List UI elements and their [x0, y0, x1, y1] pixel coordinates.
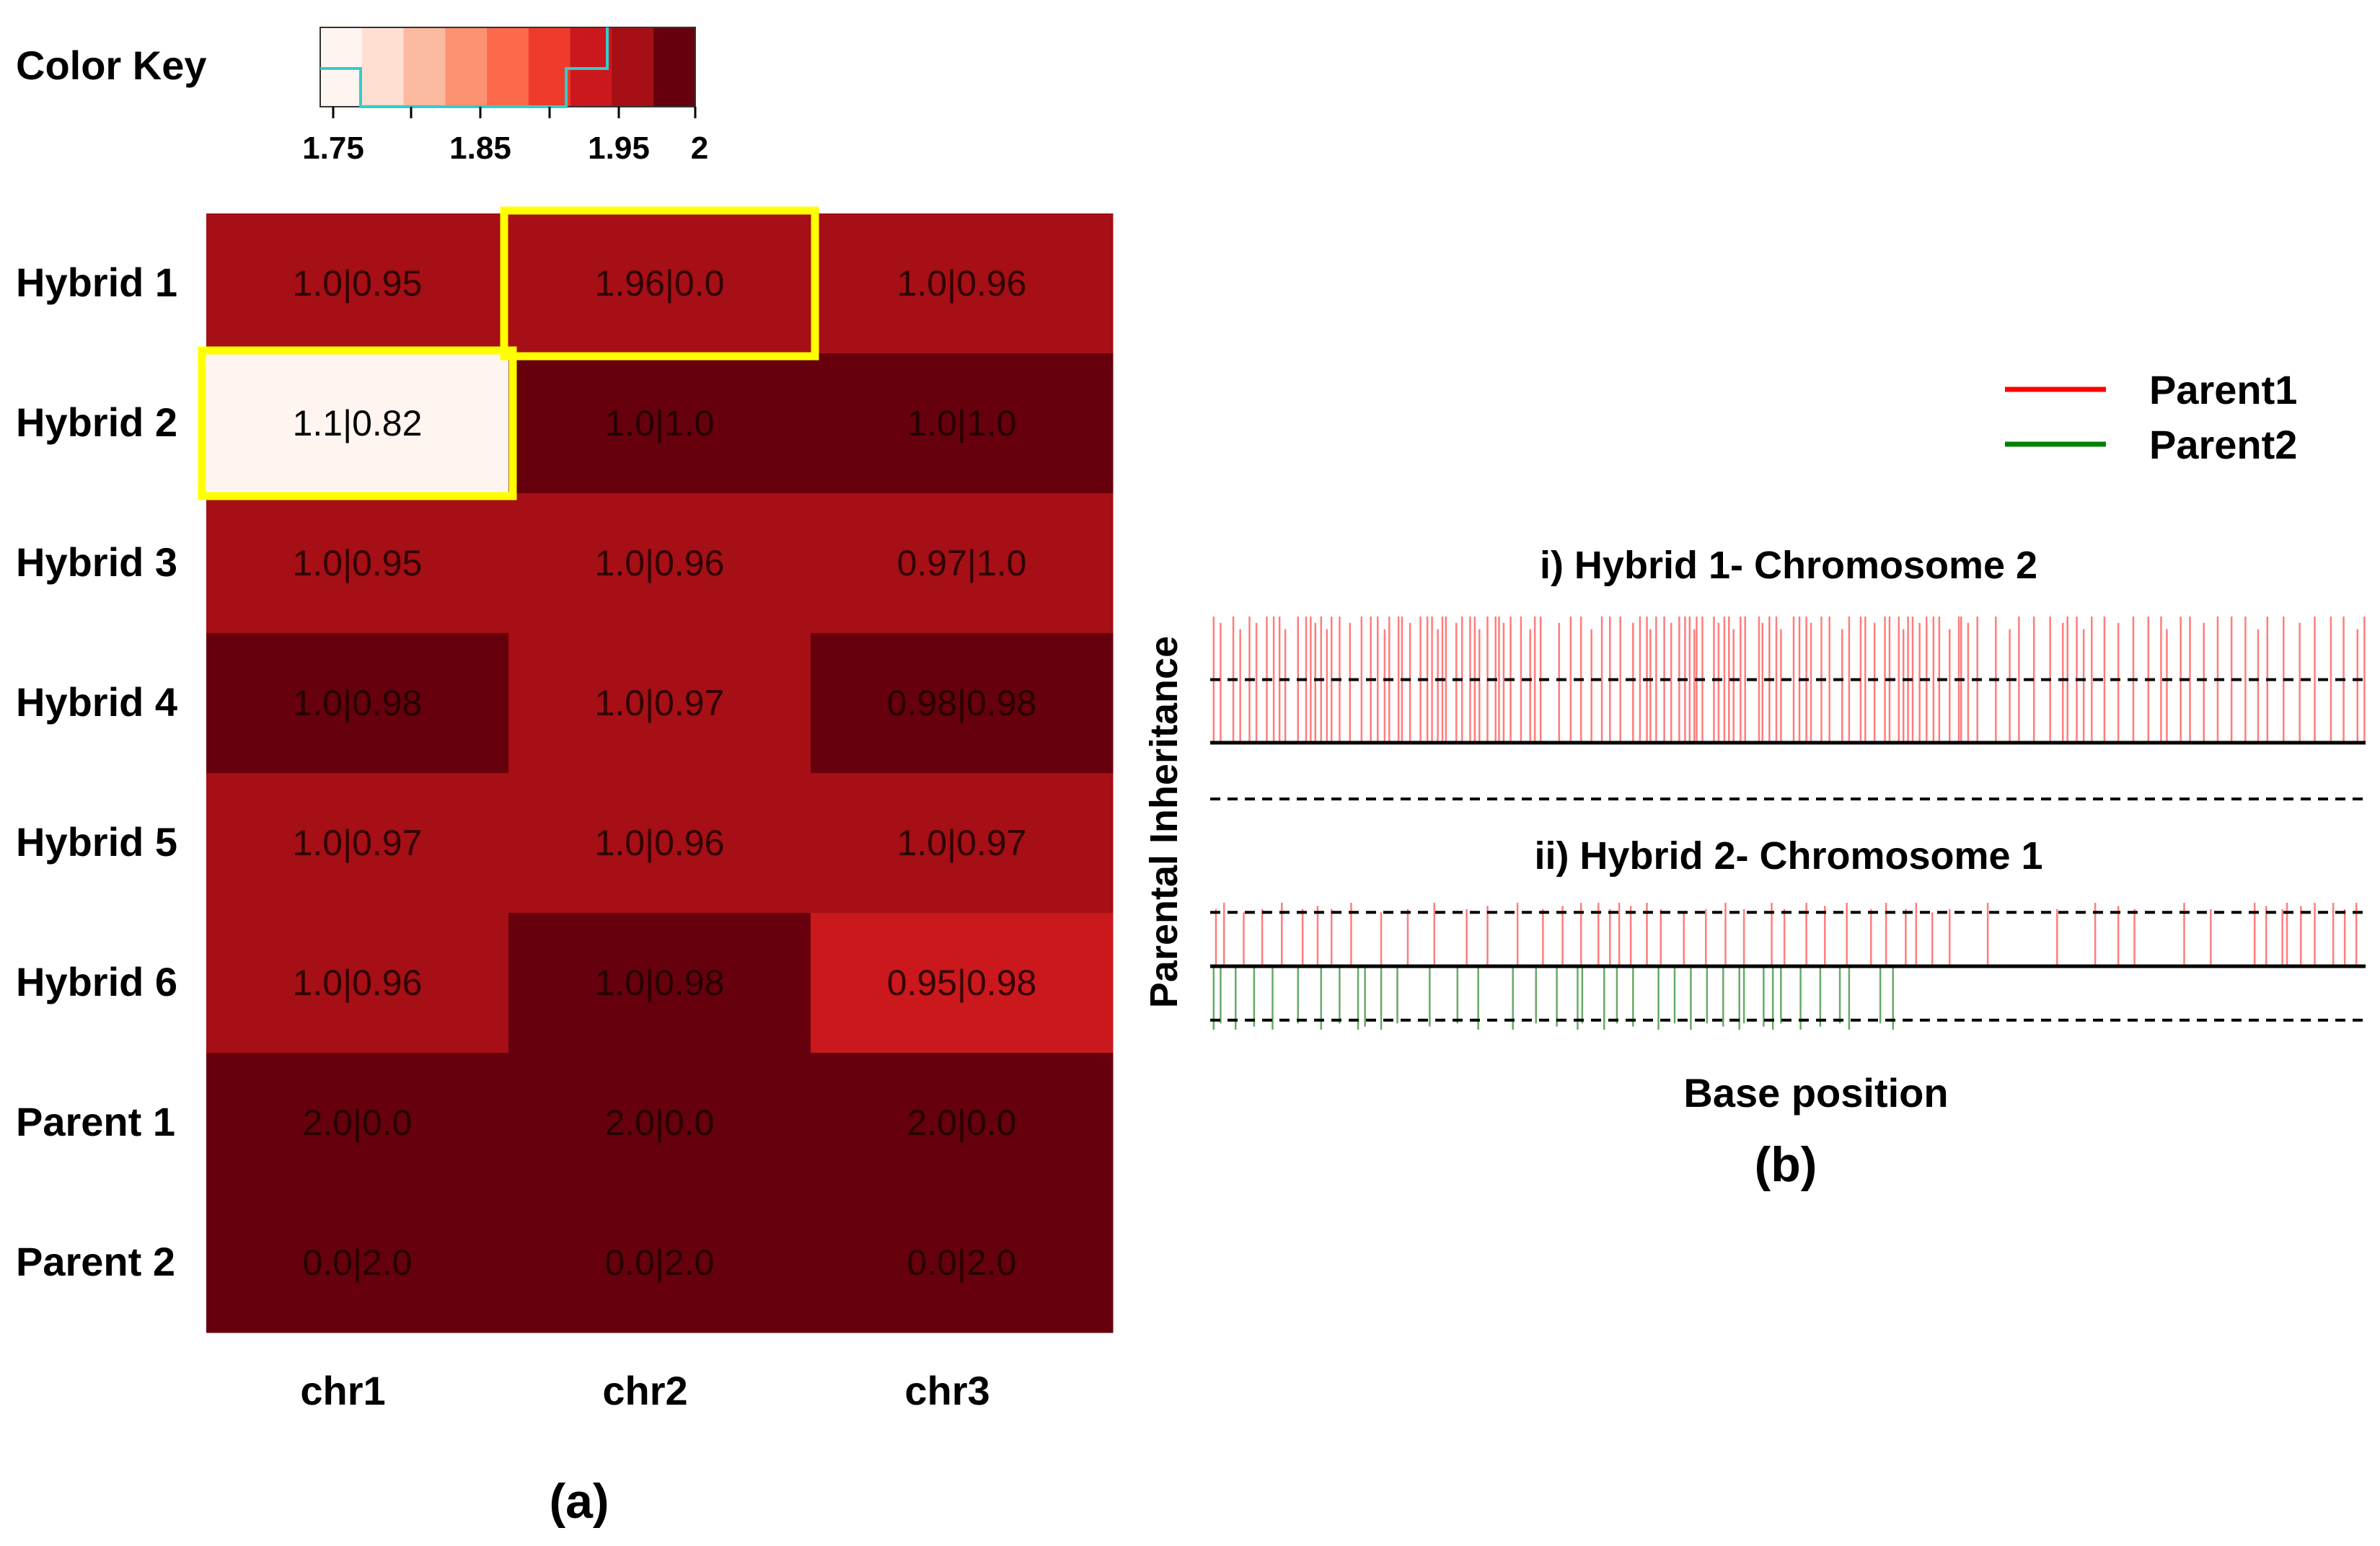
row-label: Hybrid 5 [16, 819, 177, 865]
heatmap: Hybrid 1 Hybrid 2 Hybrid 3 Hybrid 4 Hybrid 5… [16, 206, 1114, 1413]
color-key-swatch [653, 27, 696, 107]
heatmap-cell-label: 1.96|0.0 [595, 263, 725, 304]
heatmap-cell-label: 0.0|2.0 [302, 1242, 412, 1283]
heatmap-cell-label: 0.98|0.98 [887, 683, 1037, 723]
heatmap-cell-label: 1.0|0.97 [897, 823, 1027, 863]
heatmap-cell [206, 1193, 509, 1333]
heatmap-cell [811, 913, 1114, 1054]
heatmap-cell [811, 213, 1114, 354]
heatmap-cell-label: 0.95|0.98 [887, 963, 1037, 1003]
row-label: Hybrid 6 [16, 959, 177, 1004]
heatmap-cell [206, 213, 509, 354]
heatmap-cell [508, 353, 811, 494]
heatmap-cell [811, 773, 1114, 914]
subplot-title: ii) Hybrid 2- Chromosome 1 [1534, 834, 2042, 878]
legend-label-parent2: Parent2 [2149, 422, 2297, 467]
heatmap-cell-label: 1.0|0.98 [293, 683, 423, 723]
color-key-title: Color Key [16, 43, 207, 88]
color-key-swatch [445, 27, 488, 107]
heatmap-cell [811, 1053, 1114, 1193]
x-axis-label: Base position [1683, 1070, 1948, 1116]
heatmap-cell [508, 773, 811, 914]
color-key-swatch [612, 27, 654, 107]
row-label: Hybrid 1 [16, 260, 177, 305]
heatmap-cell-label: 1.0|0.96 [595, 543, 725, 583]
subplot-1 [1210, 617, 2366, 745]
heatmap-cell-label: 1.0|0.96 [293, 963, 423, 1003]
y-axis-label: Parental Inheritance [1142, 636, 1186, 1008]
color-key-histogram-line [320, 27, 609, 108]
heatmap-cell-label: 1.0|0.97 [293, 823, 423, 863]
row-label: Parent 1 [16, 1099, 175, 1144]
heatmap-cell-label: 1.0|0.95 [293, 263, 423, 304]
color-key-tick-label: 1.85 [449, 131, 511, 166]
heatmap-cell [811, 353, 1114, 494]
heatmap-cell-label: 1.0|0.96 [595, 823, 725, 863]
row-label: Hybrid 3 [16, 539, 177, 585]
color-key-swatch [528, 27, 571, 107]
heatmap-cell [811, 493, 1114, 634]
heatmap-cell-label: 1.0|1.0 [604, 403, 714, 443]
column-label: chr3 [904, 1368, 990, 1413]
color-key-swatch [361, 27, 405, 107]
heatmap-cell [508, 1053, 811, 1193]
legend-label-parent1: Parent1 [2149, 367, 2297, 412]
heatmap-cell [508, 913, 811, 1054]
color-key-tick-label: 1.95 [588, 131, 650, 166]
color-key-swatch [487, 27, 529, 107]
heatmap-cell [206, 913, 509, 1054]
heatmap-cell-label: 2.0|0.0 [302, 1103, 412, 1143]
heatmap-cell-label: 0.97|1.0 [897, 543, 1027, 583]
row-label: Hybrid 4 [16, 679, 177, 725]
inheritance-plots: Parent1 Parent2 Parental Inheritance i) … [1142, 367, 2366, 1192]
panel-label-a: (a) [549, 1474, 609, 1529]
heatmap-cell-label: 0.0|2.0 [604, 1242, 714, 1283]
subplot-2 [1210, 903, 2366, 1030]
color-key-swatch [403, 27, 446, 107]
heatmap-cell-label: 1.0|0.96 [897, 263, 1027, 304]
heatmap-cell-label: 0.0|2.0 [907, 1242, 1016, 1283]
color-key-ticks [332, 107, 697, 118]
heatmap-cell [811, 1193, 1114, 1333]
highlight-box [500, 206, 819, 361]
panel-label-b: (b) [1755, 1137, 1817, 1192]
heatmap-cell [206, 493, 509, 634]
heatmap-cell [206, 353, 509, 494]
heatmap-cell [206, 633, 509, 774]
heatmap-cell [508, 493, 811, 634]
subplot-title: i) Hybrid 1- Chromosome 2 [1540, 544, 2037, 587]
row-label: Parent 2 [16, 1239, 175, 1284]
heatmap-cell [811, 633, 1114, 774]
heatmap-cell-label: 1.0|0.95 [293, 543, 423, 583]
legend: Parent1 Parent2 [2005, 367, 2297, 467]
color-key: Color Key 1.75 1.85 1.95 2 [16, 27, 708, 166]
highlight-box [198, 346, 517, 500]
heatmap-cell [508, 213, 811, 354]
color-key-tick-label: 1.75 [302, 131, 364, 166]
color-key-tick-label: 2 [691, 131, 708, 166]
heatmap-cell [508, 633, 811, 774]
heatmap-cell-label: 1.0|0.98 [595, 963, 725, 1003]
heatmap-cell [206, 1053, 509, 1193]
heatmap-cell [206, 773, 509, 914]
heatmap-cell-label: 2.0|0.0 [604, 1103, 714, 1143]
heatmap-cell-label: 1.0|0.97 [595, 683, 725, 723]
row-label: Hybrid 2 [16, 399, 177, 445]
color-key-swatches [319, 27, 696, 107]
heatmap-cell [508, 1193, 811, 1333]
column-label: chr2 [602, 1368, 687, 1413]
column-label: chr1 [300, 1368, 385, 1413]
heatmap-cell-label: 2.0|0.0 [907, 1103, 1016, 1143]
heatmap-cell-label: 1.1|0.82 [293, 403, 423, 443]
heatmap-cell-label: 1.0|1.0 [907, 403, 1016, 443]
